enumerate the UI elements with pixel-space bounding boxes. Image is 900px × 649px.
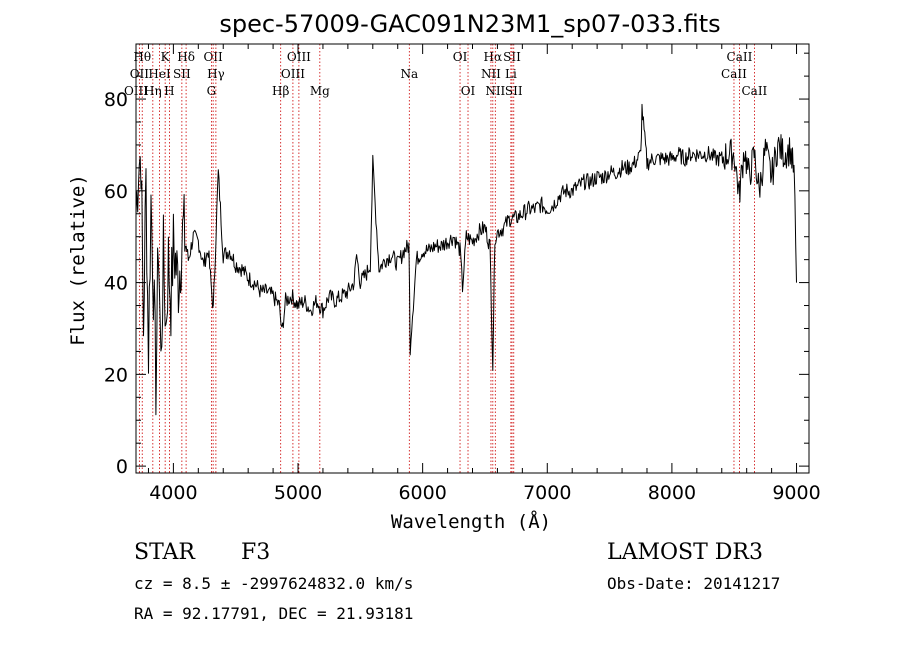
redshift-readout: cz = 8.5 ± -2997624832.0 km/s [134, 574, 414, 593]
line-label-10: Hγ [207, 67, 225, 81]
line-label-14: Hβ [272, 84, 289, 98]
line-label-1: OII [130, 67, 150, 81]
y-tick-label-0: 0 [116, 456, 128, 478]
line-label-9: OII [203, 50, 223, 64]
x-axis-label: Wavelength (Å) [391, 510, 551, 533]
spectrum-series [135, 103, 797, 416]
line-label-24: SII [505, 84, 523, 98]
line-label-6: Hδ [177, 50, 195, 64]
line-label-27: CaII [741, 84, 767, 98]
x-tick-label-1: 5000 [274, 482, 322, 504]
line-label-11: G [207, 84, 217, 98]
line-label-12: OIII [287, 50, 311, 64]
line-label-22: Li [505, 67, 517, 81]
x-tick-label-0: 4000 [149, 482, 197, 504]
plot-frame [135, 43, 810, 474]
line-label-5: Hη [144, 84, 162, 98]
line-label-26: CaII [721, 67, 747, 81]
line-label-13: OIII [281, 67, 305, 81]
y-tick-label-1: 20 [104, 364, 128, 386]
line-label-3: K [161, 50, 171, 64]
x-tick-label-5: 9000 [772, 482, 820, 504]
line-label-20: SII [503, 50, 521, 64]
y-tick-label-2: 40 [104, 273, 128, 295]
line-label-4: HeI [148, 67, 171, 81]
line-label-7: SII [173, 67, 191, 81]
line-label-15: Mg [310, 84, 330, 98]
line-label-19: Hα [484, 50, 503, 64]
object-type: STAR [134, 540, 195, 565]
coordinates-readout: RA = 92.17791, DEC = 21.93181 [134, 604, 414, 623]
spectrum-line [135, 103, 797, 416]
y-tick-label-3: 60 [104, 181, 128, 203]
survey-name: LAMOST DR3 [607, 540, 763, 565]
line-label-25: CaII [727, 50, 753, 64]
object-subclass: F3 [241, 540, 271, 565]
x-tick-label-4: 8000 [648, 482, 696, 504]
line-label-8: H [164, 84, 174, 98]
line-label-17: OI [453, 50, 468, 64]
line-label-16: Na [400, 67, 418, 81]
line-label-23: NII [485, 84, 505, 98]
line-label-18: OI [461, 84, 476, 98]
chart-title: spec-57009-GAC091N23M1_sp07-033.fits [219, 10, 720, 38]
y-axis-label: Flux (relative) [67, 174, 89, 346]
axis-ticks: 4000 5000 6000 7000 8000 9000 0 20 40 60 80 [104, 44, 821, 504]
line-label-21: NII [481, 67, 501, 81]
observation-date: Obs-Date: 20141217 [607, 574, 781, 593]
x-tick-label-2: 6000 [398, 482, 446, 504]
x-tick-label-3: 7000 [523, 482, 571, 504]
y-tick-label-4: 80 [104, 89, 128, 111]
